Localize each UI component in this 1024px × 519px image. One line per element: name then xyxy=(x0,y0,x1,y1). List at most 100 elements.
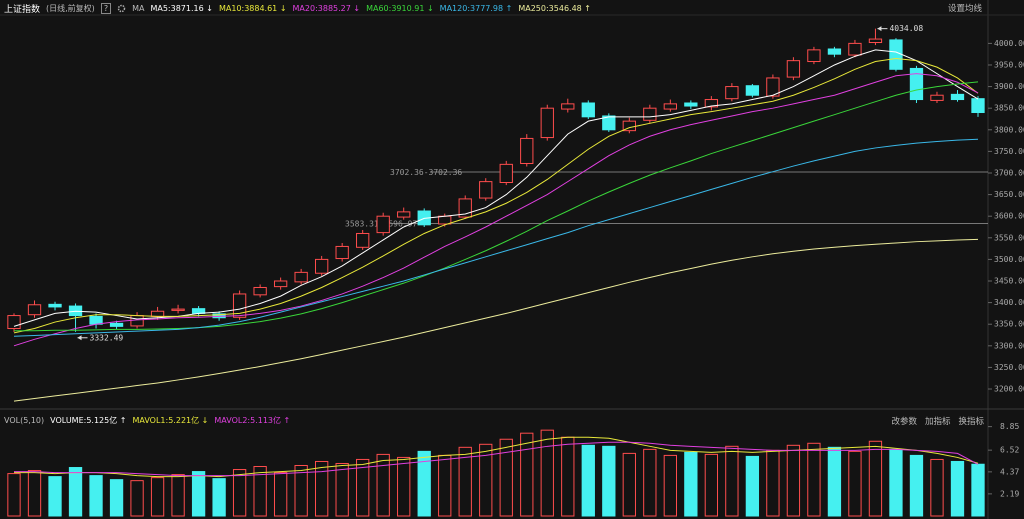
moving-average-line xyxy=(13,73,979,347)
settings: 设置均线 xyxy=(948,2,982,14)
legend-entry: MA60:3910.91 ↓ xyxy=(366,3,434,13)
subtitle: (日线,前复权) xyxy=(46,3,95,13)
volume-bar xyxy=(909,454,924,517)
volume-bar xyxy=(212,478,226,517)
candle-body xyxy=(745,85,760,96)
volume-bar xyxy=(376,453,390,517)
annotation-label: 3332.49 xyxy=(90,333,124,342)
volume-bar xyxy=(745,455,760,517)
volume-bar xyxy=(27,470,42,517)
candle-body xyxy=(335,245,349,260)
candle-body xyxy=(7,315,21,330)
volume-bar xyxy=(458,446,472,517)
volume-bar xyxy=(950,460,965,517)
candle-body xyxy=(458,198,472,218)
price-header: 上证指数 (日线,前复权) ? MA MA5:3871.16 ↓ MA10:388… xyxy=(4,1,591,15)
moving-average-line xyxy=(13,138,979,337)
y-tick-label: 4000.00 xyxy=(994,39,1024,48)
candle-body xyxy=(581,102,595,118)
y-tick-label: 3750.00 xyxy=(994,147,1024,156)
volume-bar xyxy=(766,449,780,517)
candle-body xyxy=(663,103,677,110)
volume-bar xyxy=(335,462,349,517)
indicator-tools: 改参数 加指标 换指标 xyxy=(891,415,984,427)
candle-body xyxy=(889,39,903,70)
candle-body xyxy=(273,280,288,288)
candle-body xyxy=(540,107,554,139)
volume-bar xyxy=(540,429,554,517)
volume-bar xyxy=(868,440,883,517)
candle-body xyxy=(376,215,390,234)
annotation-label: 4034.08 xyxy=(889,24,923,33)
volume-bar xyxy=(684,451,698,517)
volume-bar xyxy=(7,473,21,517)
volume-bar xyxy=(499,438,513,517)
candle-body xyxy=(253,286,267,296)
index-title: 上证指数 xyxy=(4,4,41,15)
candle-body xyxy=(171,308,185,311)
y-tick-label: 6.52 xyxy=(1000,446,1019,455)
volume-bar xyxy=(602,445,616,517)
y-tick-label: 3700.00 xyxy=(994,168,1024,177)
candle-body xyxy=(848,42,862,56)
volume-bar xyxy=(48,476,62,517)
candle-body xyxy=(109,322,124,327)
y-tick-label: 3800.00 xyxy=(994,125,1024,134)
candle-body xyxy=(232,293,247,318)
candle-body xyxy=(315,258,329,274)
legend-entry: MA10:3884.61 ↓ xyxy=(218,3,287,13)
moving-average-line xyxy=(13,57,979,334)
volume-bar xyxy=(848,450,862,517)
tool-button[interactable]: 换指标 xyxy=(958,417,984,427)
volume-bar xyxy=(232,469,247,517)
legend-entry: VOLUME:5.125亿 ↑ xyxy=(50,415,127,425)
candle-body xyxy=(950,93,965,101)
volume-bar xyxy=(171,474,185,517)
candle-body xyxy=(868,38,883,44)
candle-body xyxy=(786,60,801,78)
candle-body xyxy=(150,310,165,317)
legend-entry: MAVOL2:5.113亿 ↑ xyxy=(214,415,291,425)
volume-bar xyxy=(315,460,329,517)
y-tick-label: 3400.00 xyxy=(994,298,1024,307)
candle-body xyxy=(397,211,411,218)
y-tick-label: 3900.00 xyxy=(994,82,1024,91)
volume-title: VOL(5,10) xyxy=(4,415,45,425)
legend-entry: MA250:3546.48 ↑ xyxy=(518,3,592,13)
arrow-head xyxy=(877,26,882,32)
candle-body xyxy=(930,94,944,101)
tool-button[interactable]: 改参数 xyxy=(891,417,917,427)
volume-bar xyxy=(581,444,595,517)
candle-body xyxy=(479,181,493,199)
help-button[interactable]: ? xyxy=(100,2,112,14)
tool-button[interactable]: 加指标 xyxy=(924,417,951,427)
candle-body xyxy=(827,48,842,55)
volume-average-line xyxy=(14,441,979,477)
volume-bar xyxy=(150,477,165,517)
reference-label: 3702.36-3702.36 xyxy=(390,168,462,177)
candle-body xyxy=(704,99,719,108)
volume-bar xyxy=(643,448,657,517)
volume-bar xyxy=(356,458,370,517)
candle-body xyxy=(766,77,780,97)
volume-bar xyxy=(294,465,308,517)
moving-average-line xyxy=(13,238,979,402)
y-tick-label: 3600.00 xyxy=(994,212,1024,221)
candle-body xyxy=(27,304,42,316)
candle-body xyxy=(294,271,308,283)
volume-bar xyxy=(191,471,206,517)
volume-bar xyxy=(520,432,534,517)
legend-entry: MA5:3871.16 ↓ xyxy=(150,3,213,13)
volume-bar xyxy=(479,443,493,517)
candle-body xyxy=(643,107,657,121)
ma-settings[interactable]: 设置均线 xyxy=(947,4,982,14)
gear-icon[interactable] xyxy=(117,4,126,13)
moving-average-line xyxy=(14,81,979,332)
volume-bar xyxy=(807,442,821,517)
y-tick-label: 3250.00 xyxy=(994,363,1024,372)
volume-header: VOL(5,10) VOLUME:5.125亿 ↑ MAVOL1:5.221亿 ↓… xyxy=(4,413,290,427)
volume-bar xyxy=(438,454,452,517)
candle-body xyxy=(48,303,62,308)
arrow-head xyxy=(77,335,82,341)
